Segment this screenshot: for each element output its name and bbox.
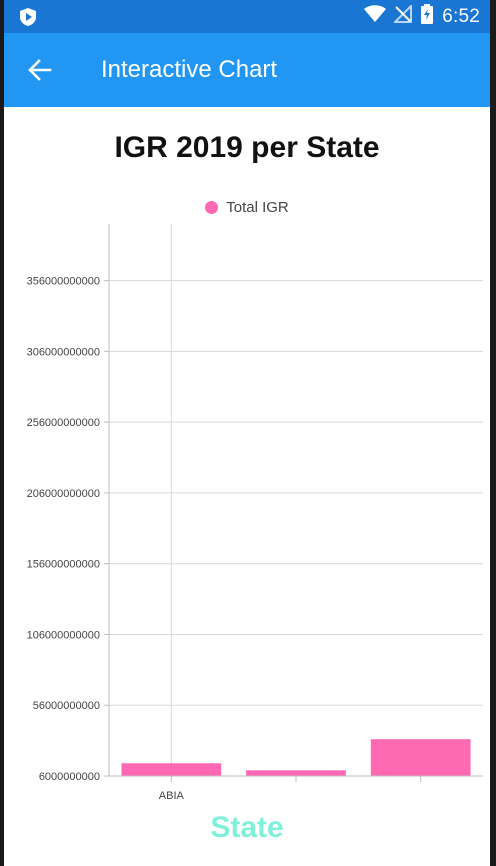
y-tick-label: 256000000000 bbox=[27, 417, 100, 429]
status-bar: 6:52 bbox=[4, 0, 490, 33]
y-tick-label: 156000000000 bbox=[27, 559, 100, 571]
x-axis-title: State bbox=[210, 811, 284, 844]
status-time: 6:52 bbox=[442, 5, 480, 27]
legend-label: Total IGR bbox=[226, 198, 289, 216]
battery-charging-icon bbox=[420, 4, 434, 29]
bar[interactable] bbox=[246, 770, 346, 776]
no-signal-icon bbox=[392, 3, 413, 28]
chart-title: IGR 2019 per State bbox=[114, 131, 380, 164]
back-button[interactable] bbox=[22, 53, 58, 87]
y-tick-label: 106000000000 bbox=[27, 629, 100, 641]
chart-legend[interactable]: Total IGR bbox=[4, 197, 490, 217]
app-title: Interactive Chart bbox=[101, 56, 278, 83]
y-tick-label: 306000000000 bbox=[27, 346, 100, 358]
y-tick-label: 56000000000 bbox=[33, 700, 100, 712]
y-tick-label: 6000000000 bbox=[39, 771, 100, 783]
x-tick-label: ABIA bbox=[159, 790, 185, 802]
app-screen: 6:52 Interactive Chart IGR 2019 per Stat… bbox=[4, 0, 490, 866]
bar[interactable] bbox=[121, 763, 222, 776]
app-bar: Interactive Chart bbox=[4, 33, 490, 107]
wifi-icon bbox=[364, 5, 387, 28]
bar-chart[interactable]: 6000000000 56000000000 106000000000 1560000… bbox=[4, 220, 490, 820]
shield-icon bbox=[18, 7, 38, 27]
y-tick-label: 206000000000 bbox=[27, 488, 100, 500]
arrow-left-icon bbox=[28, 59, 52, 81]
legend-marker bbox=[205, 200, 219, 214]
bar[interactable] bbox=[370, 739, 471, 776]
y-tick-label: 356000000000 bbox=[27, 276, 100, 288]
